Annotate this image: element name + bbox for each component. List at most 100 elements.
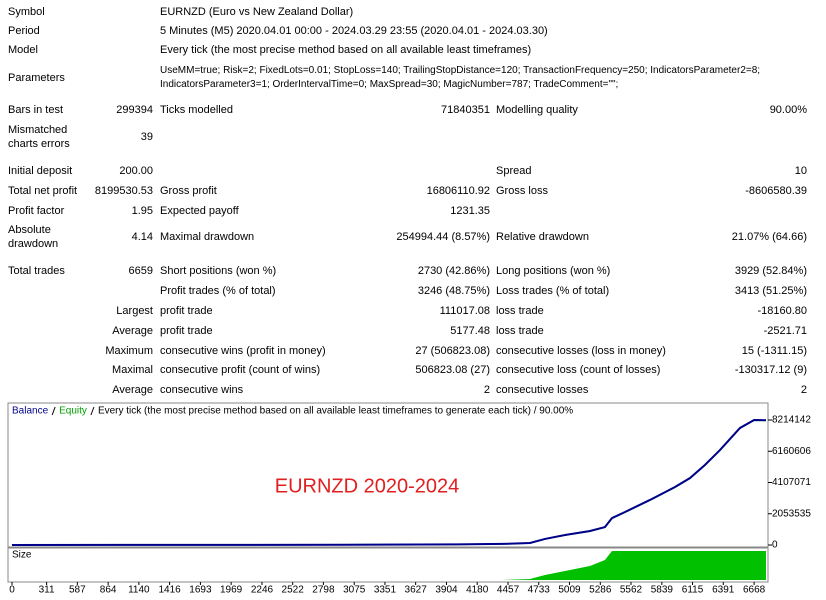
report-cell: -2521.71 — [763, 325, 807, 337]
report-cell: loss trade — [496, 305, 544, 317]
x-tick-label: 587 — [69, 585, 86, 596]
y-tick-label: 8214142 — [772, 415, 811, 426]
series-line — [11, 418, 767, 546]
report-cell: Maximal drawdown — [160, 231, 255, 243]
x-tick-label: 0 — [9, 585, 15, 596]
report-cell: Bars in test — [8, 104, 64, 116]
report-cell: consecutive losses — [496, 384, 589, 396]
report-cell: 90.00% — [769, 104, 807, 116]
report-cell: EURNZD (Euro vs New Zealand Dollar) — [160, 6, 354, 18]
report-cell: drawdown — [8, 238, 59, 250]
report-cell: Average — [112, 325, 153, 337]
report-cell: Every tick (the most precise method base… — [160, 44, 532, 56]
report-cell: Profit trades (% of total) — [160, 285, 276, 297]
report-cell: Long positions (won %) — [496, 265, 611, 277]
report-cell: Total net profit — [8, 185, 78, 197]
separator — [90, 406, 95, 416]
report-cell: 21.07% (64.66) — [731, 231, 807, 243]
report-cell: 2730 (42.86%) — [417, 265, 490, 277]
report-cell: 1231.35 — [450, 205, 490, 217]
y-tick-label: 2053535 — [772, 508, 811, 519]
x-tick-label: 2246 — [251, 585, 274, 596]
x-tick-label: 4457 — [497, 585, 520, 596]
report-cell: 8199530.53 — [94, 185, 153, 197]
report-cell: loss trade — [496, 325, 544, 337]
report-cell: 2 — [483, 384, 490, 396]
report-cell: Total trades — [8, 265, 65, 277]
x-tick-label: 1416 — [158, 585, 181, 596]
report-cell: 1.95 — [131, 205, 153, 217]
separator — [51, 406, 56, 416]
report-cell: consecutive losses (loss in money) — [496, 345, 666, 357]
report-cell: 200.00 — [119, 165, 153, 177]
x-tick-label: 6668 — [743, 585, 766, 596]
x-tick-label: 1140 — [128, 585, 150, 596]
y-tick-label: 4107071 — [772, 477, 811, 488]
report-cell: consecutive profit (count of wins) — [160, 364, 321, 376]
report-cell: Model — [8, 44, 38, 56]
y-tick-label: 0 — [772, 540, 778, 551]
report-cell: UseMM=true; Risk=2; FixedLots=0.01; Stop… — [160, 65, 761, 76]
report-cell: Mismatched — [8, 124, 68, 136]
x-tick-label: 4733 — [528, 585, 551, 596]
report-cell: consecutive loss (count of losses) — [496, 364, 661, 376]
report-cell: Profit factor — [8, 205, 65, 217]
x-tick-label: 5286 — [589, 585, 612, 596]
size-label: Size — [12, 550, 32, 561]
x-tick-label: 5009 — [558, 585, 581, 596]
report-cell: Period — [8, 25, 40, 37]
report-cell: Expected payoff — [160, 205, 239, 217]
report-cell: Absolute — [8, 224, 51, 236]
x-tick-label: 6115 — [682, 585, 704, 596]
report-cell: 2 — [800, 384, 807, 396]
report-cell: Ticks modelled — [160, 104, 233, 116]
x-tick-label: 1693 — [189, 585, 212, 596]
report-cell: -18160.80 — [757, 305, 807, 317]
report-cell: 10 — [794, 165, 807, 177]
report-cell: Maximal — [112, 364, 153, 376]
report-cell: profit trade — [160, 305, 213, 317]
report-cell: 39 — [140, 131, 153, 143]
report-cell: 3246 (48.75%) — [417, 285, 490, 297]
legend-entry: Equity — [59, 406, 87, 417]
report-cell: IndicatorsParameter3=1; OrderIntervalTim… — [160, 79, 619, 90]
report-cell: charts errors — [8, 138, 70, 150]
report-cell: Short positions (won %) — [160, 265, 277, 277]
x-tick-label: 2798 — [312, 585, 335, 596]
report-cell: Spread — [496, 165, 532, 177]
x-tick-label: 5839 — [651, 585, 674, 596]
report-cell: Loss trades (% of total) — [496, 285, 610, 297]
report-cell: -8606580.39 — [745, 185, 807, 197]
report-cell: 3413 (51.25%) — [734, 285, 807, 297]
report-cell: -130317.12 (9) — [734, 364, 807, 376]
x-tick-label: 3351 — [374, 585, 397, 596]
report-cell: 5177.48 — [450, 325, 490, 337]
x-tick-label: 2522 — [282, 585, 305, 596]
report-cell: Modelling quality — [496, 104, 578, 116]
report-cell: Initial deposit — [8, 165, 73, 177]
x-tick-label: 864 — [100, 585, 117, 596]
x-tick-label: 311 — [39, 585, 55, 596]
report-cell: consecutive wins — [160, 384, 244, 396]
report-cell: 3929 (52.84%) — [734, 265, 807, 277]
report-cell: 5 Minutes (M5) 2020.04.01 00:00 - 2024.0… — [160, 25, 548, 37]
report-cell: consecutive wins (profit in money) — [160, 345, 326, 357]
report-cell: 254994.44 (8.57%) — [396, 231, 490, 243]
report-cell: 16806110.92 — [426, 185, 490, 197]
x-tick-label: 4180 — [466, 585, 489, 596]
report-cell: Gross profit — [160, 185, 217, 197]
report-cell: 4.14 — [131, 231, 153, 243]
x-tick-label: 1969 — [220, 585, 243, 596]
y-tick-label: 6160606 — [772, 446, 811, 457]
report-cell: 111017.08 — [439, 305, 490, 317]
x-tick-label: 3075 — [343, 585, 366, 596]
report-cell: Maximum — [105, 345, 153, 357]
chart: Balance Equity Every tick (the most precis… — [7, 402, 811, 596]
legend-entry: Balance — [12, 406, 49, 417]
report-cell: Gross loss — [496, 185, 548, 197]
report-cell: 15 (-1311.15) — [741, 345, 807, 357]
size-area — [12, 551, 766, 580]
main-panel — [7, 402, 769, 548]
chart-subtitle: Every tick (the most precise method base… — [98, 406, 573, 417]
